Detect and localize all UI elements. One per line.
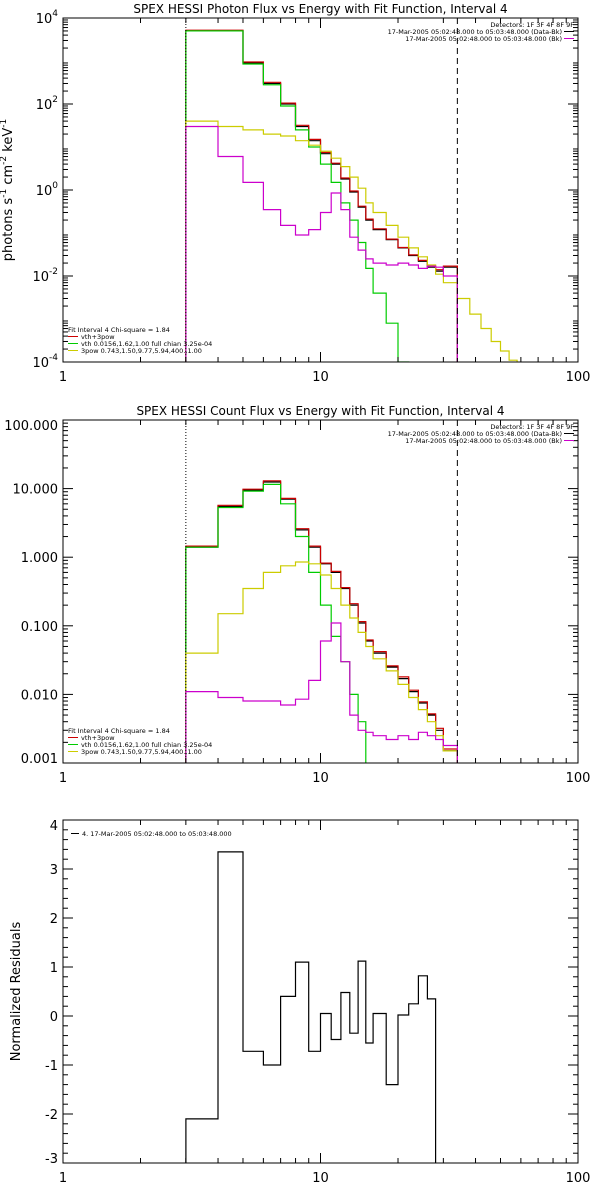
y-tick-label: 100.000 <box>4 419 58 434</box>
y-tick-label: -3 <box>45 1152 58 1167</box>
x-tick-label: 100 <box>566 370 591 385</box>
legend-entry: 17-Mar-2005 05:02:48.000 to 05:03:48.000… <box>388 430 562 438</box>
legend-entry: 3pow 0.743,1.50,9.77,5.94,400.,1.00 <box>81 347 202 355</box>
series-residuals <box>185 851 437 1163</box>
y-axis-label: photons s-1 cm-2 keV-1 <box>0 119 16 261</box>
series-data <box>185 481 458 763</box>
series-thermal <box>185 30 410 362</box>
x-tick-label: 100 <box>566 771 591 786</box>
legend-entry: 17-Mar-2005 05:02:48.000 to 05:03:48.000… <box>405 35 562 43</box>
resid-chart: 1 10 100 -3 -2 -1 0 1 2 3 4 Normalized Residuals 4. … <box>9 819 590 1186</box>
x-tick-label: 100 <box>566 1171 591 1186</box>
y-tick-label: 102 <box>36 95 58 113</box>
x-tick-label: 1 <box>59 370 67 385</box>
legend-header: Fit Interval 4 Chi-square = 1.84 <box>68 326 170 334</box>
series-background <box>185 125 458 362</box>
photon-chart: SPEX HESSI Photon Flux vs Energy with Fi… <box>0 2 590 385</box>
legend-entry: vth 0.0156,1.62,1.00 full chian 3.25e-04 <box>81 741 212 749</box>
chart-title: SPEX HESSI Photon Flux vs Energy with Fi… <box>133 2 507 16</box>
plot-frame <box>62 17 579 363</box>
legend-entry: 3pow 0.743,1.50,9.77,5.94,400.,1.00 <box>81 748 202 756</box>
legend-entry: vth 0.0156,1.62,1.00 full chian 3.25e-04 <box>81 340 212 348</box>
series-data <box>185 30 458 362</box>
y-tick-label: 1 <box>50 961 58 976</box>
y-tick-label: 10.000 <box>13 483 59 498</box>
y-tick-label: 10-4 <box>32 353 58 371</box>
x-tick-label: 1 <box>59 771 67 786</box>
y-tick-label: 10-2 <box>32 267 58 285</box>
y-tick-label: 4 <box>50 819 58 834</box>
legend-entry: 4. 17-Mar-2005 05:02:48.000 to 05:03:48.… <box>82 830 232 838</box>
y-tick-label: -2 <box>45 1108 58 1123</box>
legend-entry: 17-Mar-2005 05:02:48.000 to 05:03:48.000… <box>388 28 562 36</box>
y-tick-label: 2 <box>50 912 58 927</box>
y-tick-label: 0 <box>50 1010 58 1025</box>
legend-entry: vth+3pow <box>81 333 115 341</box>
legend-header: Detectors: 1F 3F 4F 8F 9F <box>490 21 574 29</box>
photon-series <box>185 29 518 362</box>
series-fit <box>185 480 458 763</box>
series-powerlaw <box>185 120 518 362</box>
legend-entry: 17-Mar-2005 05:02:48.000 to 05:03:48.000… <box>405 437 562 445</box>
y-tick-label: 0.100 <box>21 620 58 635</box>
x-tick-label: 10 <box>312 771 329 786</box>
series-background <box>185 622 458 763</box>
y-tick-label: 100 <box>36 181 59 199</box>
series-powerlaw <box>185 561 458 763</box>
y-axis-label: Normalized Residuals <box>9 922 24 1062</box>
count-series <box>185 480 458 763</box>
y-tick-label: 104 <box>36 9 59 27</box>
x-tick-label: 10 <box>312 1171 329 1186</box>
count-chart: SPEX HESSI Count Flux vs Energy with Fit… <box>4 404 590 786</box>
y-tick-label: -1 <box>45 1059 58 1074</box>
x-tick-label: 1 <box>59 1171 67 1186</box>
legend-header: Detectors: 1F 3F 4F 8F 9F <box>490 423 574 431</box>
y-tick-label: 0.001 <box>21 752 58 767</box>
resid-series <box>185 851 437 1163</box>
legend-entry: vth+3pow <box>81 734 115 742</box>
x-tick-label: 10 <box>312 370 329 385</box>
legend-header: Fit Interval 4 Chi-square = 1.84 <box>68 727 170 735</box>
y-tick-label: 0.010 <box>21 688 58 703</box>
series-fit <box>185 29 458 362</box>
plot-frame <box>62 819 579 1164</box>
y-tick-label: 1.000 <box>21 551 58 566</box>
chart-title: SPEX HESSI Count Flux vs Energy with Fit… <box>136 404 504 418</box>
y-tick-label: 3 <box>50 863 58 878</box>
series-thermal <box>185 483 367 763</box>
